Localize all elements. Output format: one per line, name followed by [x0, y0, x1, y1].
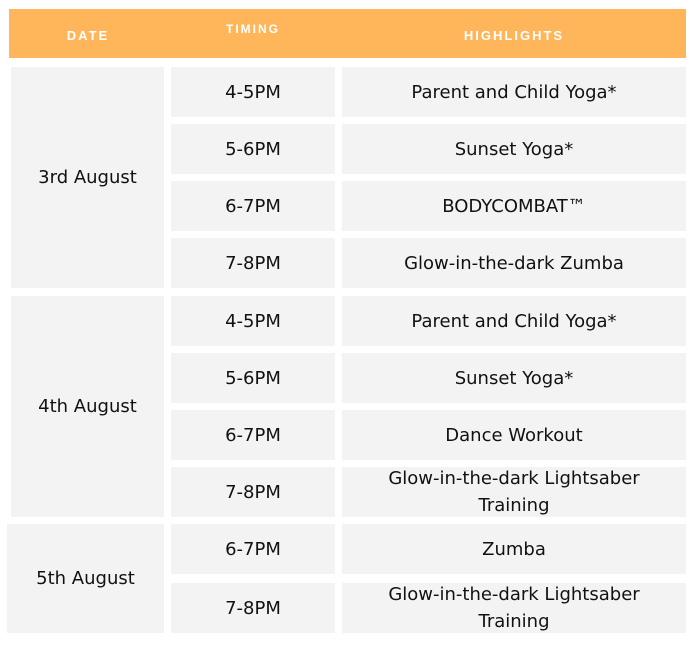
table-header: DATE TIMING HIGHLIGHTS — [9, 9, 686, 58]
highlight-cell: Sunset Yoga* — [342, 124, 686, 174]
date-cell: 4th August — [11, 296, 164, 517]
timing-cell: 7-8PM — [171, 467, 335, 517]
header-timing: TIMING — [226, 22, 280, 36]
timing-cell: 7-8PM — [171, 238, 335, 288]
timing-cell: 5-6PM — [171, 353, 335, 403]
timing-cell: 4-5PM — [171, 296, 335, 346]
highlight-cell: Parent and Child Yoga* — [342, 296, 686, 346]
header-highlights: HIGHLIGHTS — [463, 28, 565, 43]
highlight-cell: Parent and Child Yoga* — [342, 67, 686, 117]
timing-cell: 5-6PM — [171, 124, 335, 174]
highlight-cell: Dance Workout — [342, 410, 686, 460]
highlight-cell: Zumba — [342, 524, 686, 574]
timing-cell: 6-7PM — [171, 181, 335, 231]
date-cell: 3rd August — [11, 67, 164, 288]
timing-cell: 6-7PM — [171, 524, 335, 574]
timing-cell: 7-8PM — [171, 583, 335, 633]
header-date: DATE — [66, 28, 110, 43]
timing-cell: 4-5PM — [171, 67, 335, 117]
highlight-cell: Glow-in-the-dark Lightsaber Training — [342, 467, 686, 517]
timing-cell: 6-7PM — [171, 410, 335, 460]
highlight-cell: Glow-in-the-dark Zumba — [342, 238, 686, 288]
highlight-cell: Glow-in-the-dark Lightsaber Training — [342, 583, 686, 633]
date-cell: 5th August — [7, 524, 164, 633]
highlight-cell: BODYCOMBAT™ — [342, 181, 686, 231]
highlight-cell: Sunset Yoga* — [342, 353, 686, 403]
